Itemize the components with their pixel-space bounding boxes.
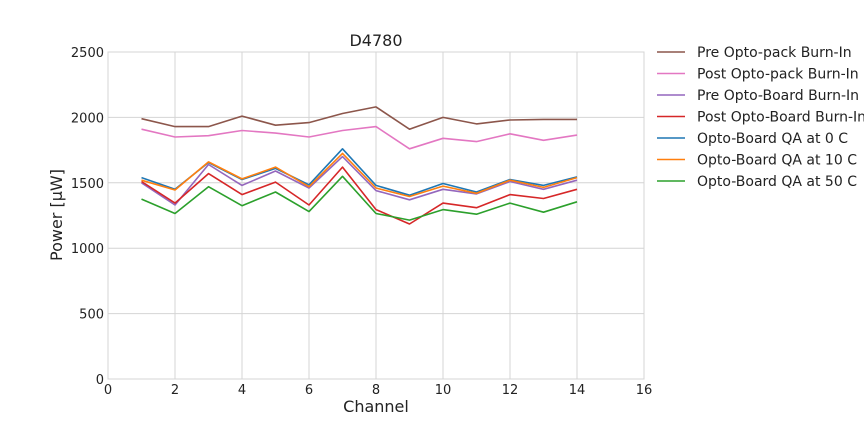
y-axis-label: Power [µW] <box>47 169 66 261</box>
series-line <box>141 175 578 221</box>
x-tick-label: 16 <box>636 383 653 398</box>
series-line <box>141 155 578 206</box>
series-line <box>141 106 577 130</box>
legend-label: Opto-Board QA at 50 C <box>697 174 857 190</box>
chart-title: D4780 <box>349 31 402 50</box>
legend-entry: Opto-Board QA at 10 C <box>657 153 857 169</box>
x-axis-label: Channel <box>343 397 409 416</box>
legend: Pre Opto-pack Burn-In Post Opto-pack Burn… <box>657 45 864 190</box>
legend-label: Opto-Board QA at 0 C <box>697 131 848 147</box>
legend-label: Pre Opto-Board Burn-In <box>697 88 859 104</box>
x-tick-label: 2 <box>171 383 179 398</box>
y-tick-label: 0 <box>96 373 104 388</box>
grid <box>107 51 645 380</box>
legend-entry: Post Opto-pack Burn-In <box>657 67 859 83</box>
legend-entry: Post Opto-Board Burn-In <box>657 110 864 126</box>
x-tick-label: 12 <box>502 383 519 398</box>
legend-entry: Pre Opto-pack Burn-In <box>657 45 852 61</box>
x-tick-label: 14 <box>569 383 586 398</box>
x-tick-label: 0 <box>104 383 112 398</box>
y-tick-label: 1000 <box>71 242 104 257</box>
x-tick-label: 6 <box>305 383 313 398</box>
y-tick-label: 2000 <box>71 111 104 126</box>
series-line <box>141 166 578 225</box>
y-tick-label: 2500 <box>71 46 104 61</box>
legend-label: Opto-Board QA at 10 C <box>697 153 857 169</box>
y-tick-label: 500 <box>79 308 104 323</box>
legend-label: Post Opto-Board Burn-In <box>697 110 864 126</box>
legend-entry: Opto-Board QA at 0 C <box>657 131 848 147</box>
series-line <box>141 125 578 150</box>
series-line <box>141 152 578 198</box>
x-tick-label: 10 <box>435 383 452 398</box>
legend-label: Pre Opto-pack Burn-In <box>697 45 852 61</box>
legend-label: Post Opto-pack Burn-In <box>697 67 859 83</box>
x-tick-label: 4 <box>238 383 246 398</box>
series-lines <box>141 106 578 225</box>
x-tick-label: 8 <box>372 383 380 398</box>
legend-entry: Pre Opto-Board Burn-In <box>657 88 859 104</box>
y-tick-label: 1500 <box>71 177 104 192</box>
plot-frame <box>107 51 645 380</box>
legend-entry: Opto-Board QA at 50 C <box>657 174 857 190</box>
tick-labels: 0 2 4 6 8 10 12 14 16 0 500 1000 1500 2000 2500 <box>71 46 652 398</box>
